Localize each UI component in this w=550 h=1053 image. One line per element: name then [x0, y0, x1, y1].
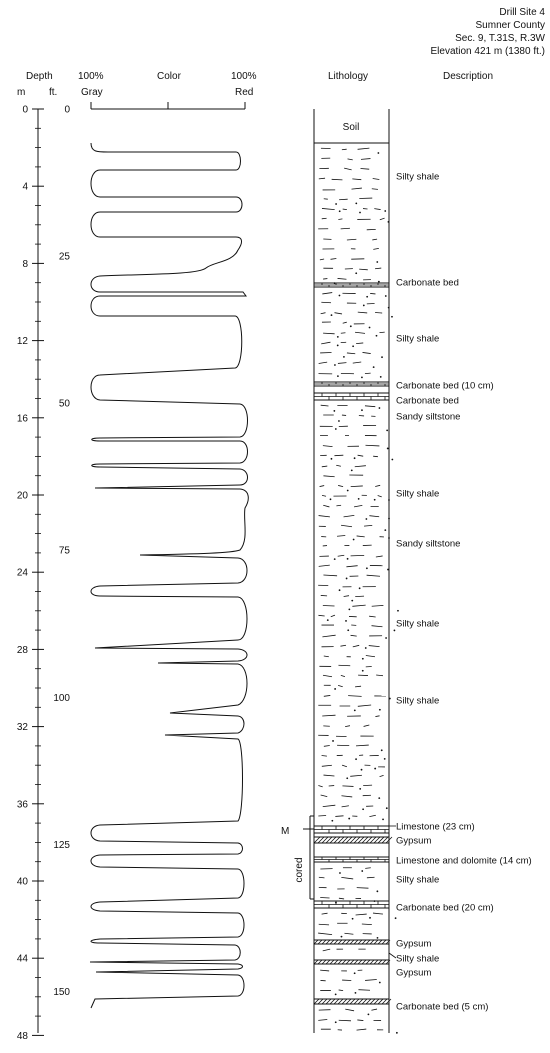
depth-ft-tick-label: 100 — [53, 693, 70, 704]
m-marker: M — [281, 826, 289, 837]
description-label: Carbonate bed — [396, 396, 459, 407]
description-label: Silty shale — [396, 696, 439, 707]
cored-label: cored — [294, 857, 305, 882]
description-label: Silty shale — [396, 875, 439, 886]
depth-m-tick-label: 20 — [17, 491, 29, 502]
color-scale — [90, 102, 246, 110]
site-elevation: Elevation 421 m (1380 ft.) — [430, 46, 545, 57]
red-percent-header: 100% — [231, 71, 257, 82]
bed-boundaries — [314, 282, 389, 1005]
description-label: Carbonate bed (10 cm) — [396, 381, 494, 392]
depth-m-tick-label: 40 — [17, 877, 29, 888]
description-label: Carbonate bed — [396, 278, 459, 289]
description-label: Silty shale — [396, 489, 439, 500]
depth-ft-tick-label: 75 — [59, 546, 71, 557]
depth-m-tick-label: 28 — [17, 645, 29, 656]
lithology-column: Soil — [281, 109, 399, 1034]
depth-m-tick-label: 44 — [17, 954, 29, 965]
depth-m-tick-label: 48 — [17, 1031, 29, 1042]
description-labels: Silty shale Carbonate bed Silty shale Carbo… — [388, 172, 532, 1013]
description-header: Description — [443, 71, 493, 82]
description-label: Silty shale — [396, 172, 439, 183]
description-label: Gypsum — [396, 968, 431, 979]
description-label: Carbonate bed (20 cm) — [396, 903, 494, 914]
red-header: Red — [235, 87, 253, 98]
description-label: Limestone and dolomite (14 cm) — [396, 856, 532, 867]
depth-header: Depth — [26, 71, 53, 82]
depth-m-tick-label: 32 — [17, 722, 29, 733]
description-label: Gypsum — [396, 939, 431, 950]
site-title: Drill Site 4 — [499, 7, 545, 18]
site-location: Sec. 9, T.31S, R.3W — [455, 33, 545, 44]
description-label: Limestone (23 cm) — [396, 822, 475, 833]
description-label: Silty shale — [396, 334, 439, 345]
depth-ft-tick-label: 125 — [53, 840, 70, 851]
depth-m-tick-label: 36 — [17, 799, 29, 810]
depth-m-tick-label: 12 — [17, 336, 29, 347]
description-label: Silty shale — [396, 619, 439, 630]
gray-percent-header: 100% — [78, 71, 104, 82]
site-county: Sumner County — [476, 20, 545, 31]
description-label: Sandy siltstone — [396, 412, 460, 423]
depth-ft-tick-label: 50 — [59, 399, 71, 410]
depth-m-tick-label: 16 — [17, 413, 29, 424]
depth-ft-tick-label: 0 — [64, 105, 70, 116]
column-headers: Depth m ft. 100% Gray Color 100% Red Lit… — [17, 71, 493, 98]
depth-ft-tick-label: 25 — [59, 252, 71, 263]
gray-header: Gray — [81, 87, 103, 98]
depth-m-tick-label: 0 — [22, 105, 28, 116]
meters-header: m — [17, 87, 25, 98]
feet-header: ft. — [49, 87, 57, 98]
depth-ft-tick-label: 150 — [53, 987, 70, 998]
description-label: Silty shale — [396, 954, 439, 965]
description-label: Sandy siltstone — [396, 539, 460, 550]
lithology-header: Lithology — [328, 71, 368, 82]
description-label: Gypsum — [396, 836, 431, 847]
soil-label: Soil — [343, 122, 360, 133]
depth-m-tick-label: 4 — [22, 182, 28, 193]
color-header: Color — [157, 71, 182, 82]
site-info: Drill Site 4 Sumner County Sec. 9, T.31S… — [430, 7, 545, 57]
color-curve — [89, 142, 249, 1009]
description-label: Carbonate bed (5 cm) — [396, 1002, 488, 1013]
depth-m-tick-label: 8 — [22, 259, 28, 270]
cored-bracket: M cored — [281, 815, 314, 900]
depth-m-tick-label: 24 — [17, 568, 29, 579]
lithology-patterns — [313, 147, 399, 1034]
